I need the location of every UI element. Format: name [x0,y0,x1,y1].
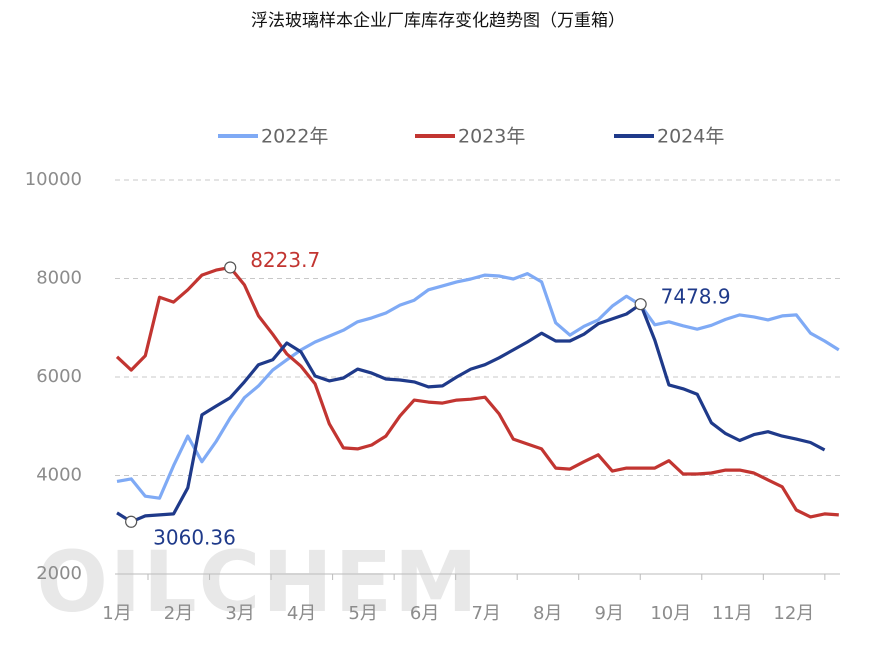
x-tick-label: 1月 [102,603,131,624]
y-tick-label: 4000 [36,465,82,486]
x-tick-label: 5月 [348,603,377,624]
x-tick-label: 2月 [164,603,193,624]
x-tick-label: 7月 [471,603,500,624]
y-tick-label: 8000 [36,268,82,289]
series-line [116,272,840,500]
chart-title: 浮法玻璃样本企业厂库库存变化趋势图（万重箱） [251,11,625,31]
data-label: 3060.36 [153,525,236,549]
x-tick-label: 9月 [595,603,624,624]
point-marker [634,298,647,311]
x-tick-label: 3月 [225,603,254,624]
data-label: 7478.9 [661,285,731,309]
point-marker [125,515,138,528]
y-tick-label: 2000 [36,563,82,584]
point-marker [224,261,237,274]
y-tick-label: 6000 [36,366,82,387]
legend-label: 2023年 [458,126,525,148]
x-tick-label: 12月 [773,603,814,624]
x-tick-label: 6月 [410,603,439,624]
x-tick-label: 8月 [533,603,562,624]
legend-label: 2024年 [657,126,724,148]
x-tick-label: 10月 [650,603,691,624]
watermark: OILCHEM [36,533,479,631]
y-tick-label: 10000 [25,169,82,190]
data-label: 8223.7 [250,248,320,272]
series-line [115,265,839,519]
x-tick-label: 11月 [712,603,753,624]
x-tick-label: 4月 [287,603,316,624]
legend-label: 2022年 [261,126,328,148]
series-line [116,302,826,524]
